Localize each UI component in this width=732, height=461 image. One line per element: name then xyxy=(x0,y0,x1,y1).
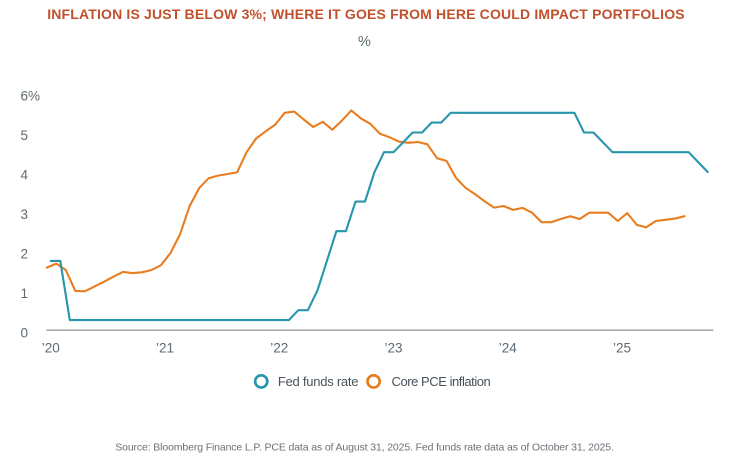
svg-text:’24: ’24 xyxy=(499,340,518,355)
svg-text:Core PCE inflation: Core PCE inflation xyxy=(392,374,491,389)
svg-text:’25: ’25 xyxy=(613,340,631,355)
svg-text:’20: ’20 xyxy=(42,340,60,355)
svg-text:%: % xyxy=(358,34,371,50)
svg-text:Source: Bloomberg Finance L.P.: Source: Bloomberg Finance L.P. PCE data … xyxy=(115,441,614,453)
svg-text:0: 0 xyxy=(21,325,29,340)
svg-text:’23: ’23 xyxy=(384,340,402,355)
svg-text:’21: ’21 xyxy=(156,340,174,355)
svg-text:’22: ’22 xyxy=(270,340,288,355)
svg-text:1: 1 xyxy=(21,286,29,301)
svg-text:6%: 6% xyxy=(21,88,41,103)
svg-text:5: 5 xyxy=(21,128,29,143)
svg-text:2: 2 xyxy=(21,246,29,261)
svg-text:Fed funds rate: Fed funds rate xyxy=(278,374,358,389)
svg-text:4: 4 xyxy=(21,167,29,182)
svg-text:3: 3 xyxy=(21,207,29,222)
